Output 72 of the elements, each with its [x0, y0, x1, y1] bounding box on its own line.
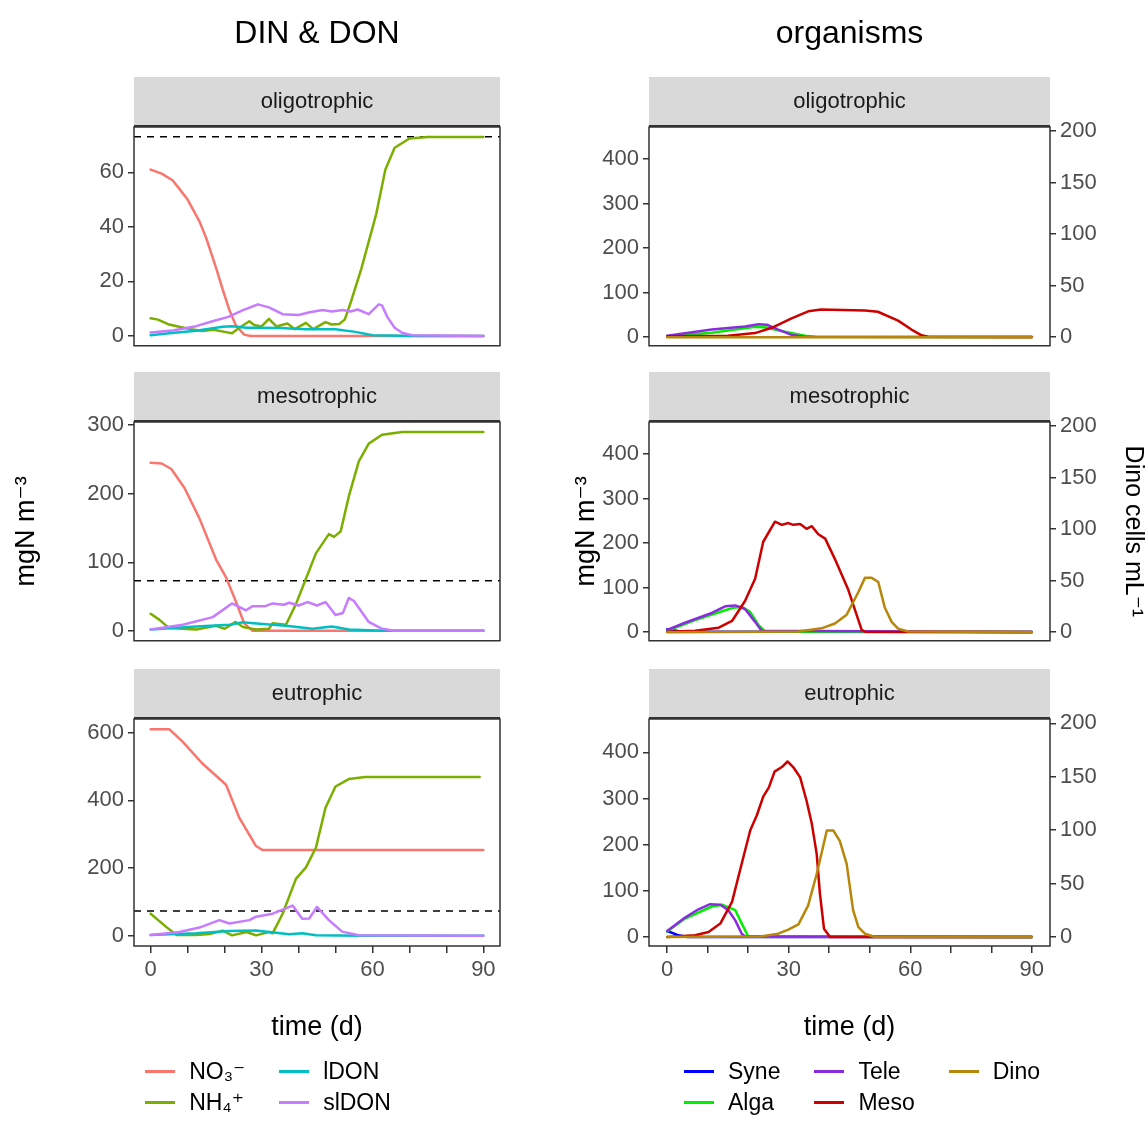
legend-label: NH₄⁺: [189, 1089, 244, 1116]
y2-tick-label: 0: [1060, 923, 1073, 949]
y-tick-label: 300: [602, 189, 639, 215]
y-tick-label: 400: [602, 145, 639, 171]
y-tick-label: 100: [87, 548, 124, 574]
legend-label: Tele: [858, 1058, 901, 1085]
x-tick-label: 60: [898, 956, 923, 982]
y-tick-label: 400: [87, 786, 124, 812]
y2-tick-label: 0: [1060, 323, 1073, 349]
y-tick-label: 100: [602, 876, 639, 902]
y-tick-label: 20: [99, 267, 124, 293]
chart-title: oligotrophic: [793, 87, 906, 113]
y-tick-label: 300: [602, 484, 639, 510]
y2-tick-label: 50: [1060, 869, 1085, 895]
legend-label: Meso: [858, 1089, 915, 1116]
y2-tick-label: 200: [1060, 709, 1097, 735]
y-tick-label: 200: [602, 830, 639, 856]
text: DIN & DON: [233, 14, 401, 51]
y-tick-label: 200: [602, 529, 639, 555]
y-tick-label: 200: [87, 854, 124, 880]
y2-tick-label: 50: [1060, 566, 1085, 592]
legend-label: slDON: [323, 1089, 391, 1116]
x-tick-label: 30: [776, 956, 801, 982]
y-tick-label: 0: [111, 322, 124, 348]
y-tick-label: 0: [626, 618, 639, 644]
y-tick-label: 300: [87, 411, 124, 437]
y-tick-label: 300: [602, 784, 639, 810]
x-tick-label: 0: [144, 956, 157, 982]
y2-tick-label: 200: [1060, 412, 1097, 438]
x-axis-title: time (d): [271, 1011, 363, 1042]
chart-title: eutrophic: [804, 679, 895, 705]
chart-title: mesotrophic: [789, 382, 910, 408]
y2-axis-title: Dino cells mL⁻¹: [1121, 445, 1148, 618]
legend-label: Dino: [992, 1058, 1040, 1085]
y-tick-label: 600: [87, 718, 124, 744]
chart-title: mesotrophic: [257, 382, 377, 408]
y2-tick-label: 100: [1060, 515, 1097, 541]
chart-title: oligotrophic: [260, 87, 374, 113]
x-tick-label: 60: [360, 956, 385, 982]
x-tick-label: 30: [249, 956, 274, 982]
y2-tick-label: 150: [1060, 762, 1097, 788]
x-tick-label: 90: [471, 956, 496, 982]
y-tick-label: 0: [626, 323, 639, 349]
y-axis-title: mgN m⁻³: [569, 476, 600, 587]
y2-tick-label: 100: [1060, 220, 1097, 246]
y-tick-label: 200: [602, 234, 639, 260]
y-tick-label: 0: [626, 923, 639, 949]
text: organisms: [774, 14, 925, 51]
y-tick-label: 100: [602, 573, 639, 599]
y2-tick-label: 50: [1060, 271, 1085, 297]
legend-label: lDON: [323, 1058, 380, 1085]
x-axis-title: time (d): [803, 1011, 896, 1042]
legend-label: Syne: [728, 1058, 781, 1085]
y-tick-label: 0: [111, 616, 124, 642]
y2-tick-label: 150: [1060, 463, 1097, 489]
y2-tick-label: 200: [1060, 117, 1097, 143]
x-tick-label: 0: [661, 956, 674, 982]
y2-tick-label: 0: [1060, 618, 1073, 644]
y-tick-label: 400: [602, 738, 639, 764]
y-tick-label: 60: [99, 158, 124, 184]
y-axis-title: mgN m⁻³: [9, 476, 40, 587]
y-tick-label: 200: [87, 479, 124, 505]
y-tick-label: 400: [602, 440, 639, 466]
y-tick-label: 100: [602, 278, 639, 304]
x-tick-label: 90: [1019, 956, 1045, 982]
y-tick-label: 0: [111, 921, 124, 947]
legend-label: Alga: [728, 1089, 775, 1116]
chart-title: eutrophic: [271, 679, 363, 705]
y2-tick-label: 150: [1060, 168, 1097, 194]
legend-label: NO₃⁻: [189, 1058, 246, 1085]
y-tick-label: 40: [99, 212, 124, 238]
y2-tick-label: 100: [1060, 816, 1097, 842]
